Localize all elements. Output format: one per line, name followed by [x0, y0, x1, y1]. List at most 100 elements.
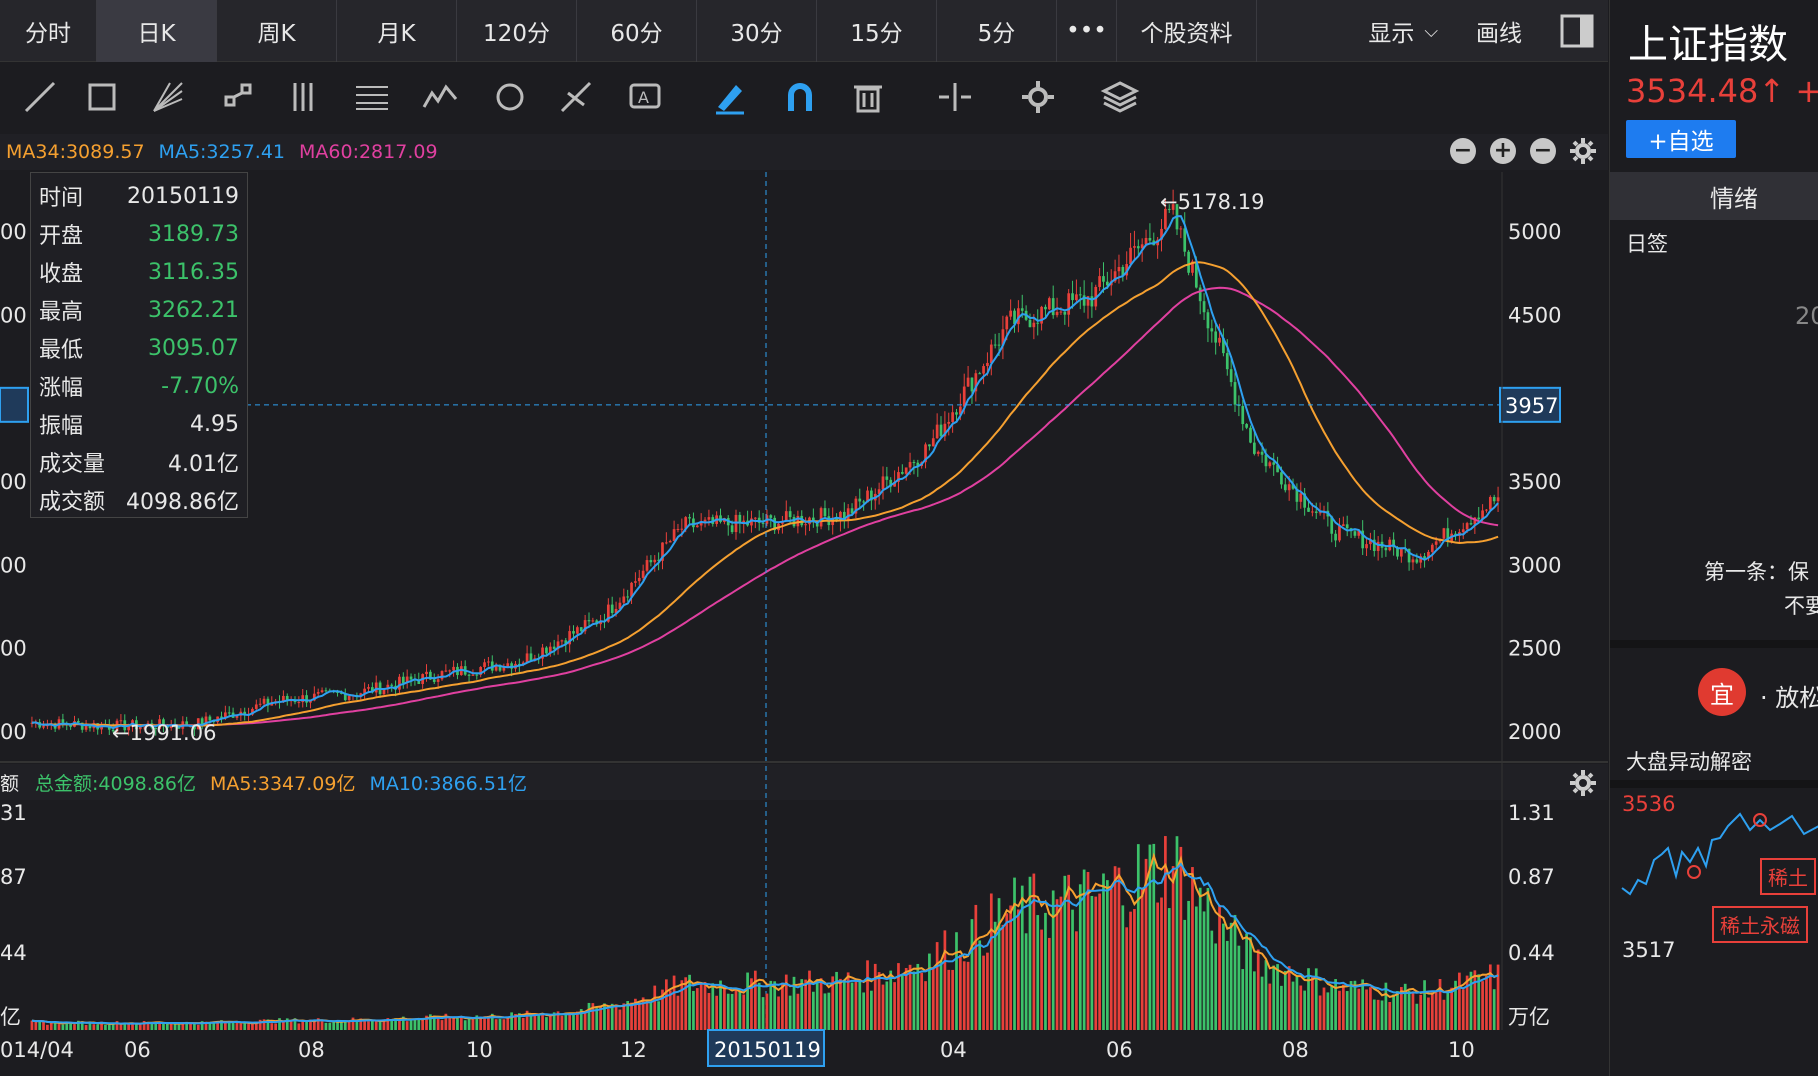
channel-tool-icon[interactable]	[218, 77, 258, 117]
candle-body	[761, 522, 765, 524]
text-tool-icon[interactable]: A	[625, 77, 665, 117]
zoom-out-icon[interactable]: −	[1450, 138, 1476, 164]
volume-bar	[947, 969, 951, 1030]
volume-bar	[498, 1018, 502, 1030]
volume-bar	[1283, 970, 1287, 1030]
candle-body	[1407, 548, 1411, 563]
volume-bar	[1396, 991, 1399, 1030]
volume-bar	[1280, 985, 1283, 1030]
candle-body	[200, 718, 204, 726]
volume-bar	[525, 1010, 529, 1030]
candle-body	[618, 602, 622, 609]
candle-body	[908, 462, 912, 468]
zoom-in-icon[interactable]: +	[1490, 138, 1516, 164]
volume-bar	[719, 980, 722, 1030]
volume-bar	[1160, 897, 1163, 1030]
candle-body	[483, 662, 486, 668]
rect-tool-icon[interactable]	[82, 77, 122, 117]
mini-price-low: 3517	[1622, 938, 1676, 962]
candle-body	[1206, 312, 1210, 329]
candle-body	[854, 498, 858, 514]
volume-bar	[1338, 990, 1341, 1030]
collapse-icon[interactable]: −	[1530, 138, 1556, 164]
display-menu[interactable]: 显示 ⌵	[1368, 14, 1438, 48]
line-tool-icon[interactable]	[20, 77, 60, 117]
tag-xitu[interactable]: 稀土	[1760, 858, 1816, 895]
tab-1[interactable]: 日K	[97, 0, 217, 62]
add-watchlist-button[interactable]: +自选	[1626, 120, 1736, 158]
candle-body	[1113, 271, 1117, 282]
candle-body	[1446, 528, 1450, 542]
gear-icon[interactable]	[1568, 136, 1598, 166]
tab-3[interactable]: 月K	[337, 0, 457, 62]
volume-bar	[1249, 937, 1252, 1030]
tab-2[interactable]: 周K	[217, 0, 337, 62]
candle-body	[993, 344, 997, 346]
candle-body	[1086, 296, 1090, 306]
volume-bar	[920, 972, 924, 1030]
pitchfork-tool-icon[interactable]	[556, 77, 596, 117]
width-icon[interactable]	[935, 77, 975, 117]
info-value: 4098.86亿	[126, 490, 239, 515]
volume-bar	[769, 980, 773, 1030]
volume-bar	[162, 1023, 165, 1030]
settings-icon[interactable]	[1018, 77, 1058, 117]
gann-tool-icon[interactable]	[285, 77, 325, 117]
tab-8[interactable]: 5分	[937, 0, 1057, 62]
volume-bar	[467, 1018, 471, 1030]
tab-5[interactable]: 60分	[577, 0, 697, 62]
volume-gear-icon[interactable]	[1568, 768, 1598, 798]
tab-9[interactable]: •••	[1057, 0, 1117, 62]
tab-7[interactable]: 15分	[817, 0, 937, 62]
volume-bar	[131, 1022, 134, 1030]
volume-bar	[401, 1016, 405, 1030]
volume-bar	[61, 1024, 65, 1030]
candle-body	[367, 687, 370, 689]
volume-bar	[305, 1021, 308, 1030]
tab-0[interactable]: 分时	[0, 0, 97, 62]
layers-icon[interactable]	[1100, 77, 1140, 117]
volume-bar	[382, 1019, 386, 1030]
daily-sign-label: 日签	[1626, 232, 1668, 256]
price-tick-label: 2500	[1508, 637, 1561, 661]
info-value: 3262.21	[148, 297, 239, 323]
wave-tool-icon[interactable]	[420, 77, 460, 117]
pen-tool-icon[interactable]	[710, 77, 750, 117]
candle-body	[1345, 524, 1349, 529]
trash-icon[interactable]	[848, 77, 888, 117]
volume-bar	[328, 1022, 332, 1030]
kline-chart[interactable]: 5000004500003957573500003000002500002000…	[0, 0, 1608, 1076]
volume-bar	[320, 1021, 324, 1030]
volume-tick-label: 万亿	[1508, 1005, 1550, 1029]
tab-4[interactable]: 120分	[457, 0, 577, 62]
tab-sentiment[interactable]: 情绪	[1610, 172, 1818, 220]
volume-bar	[634, 998, 637, 1030]
fan-tool-icon[interactable]	[148, 77, 188, 117]
info-key: 时间	[39, 186, 84, 211]
candle-body	[525, 653, 529, 663]
candle-body	[1400, 548, 1403, 557]
divider	[1610, 640, 1818, 648]
volume-bar	[583, 1011, 587, 1030]
draw-line-button[interactable]: 画线	[1476, 14, 1522, 48]
fib-tool-icon[interactable]	[352, 77, 392, 117]
candle-body	[1078, 294, 1082, 296]
volume-bar	[1465, 975, 1469, 1030]
candle-body	[1268, 462, 1272, 467]
candle-body	[564, 640, 568, 645]
volume-bar	[53, 1021, 57, 1030]
tab-6[interactable]: 30分	[697, 0, 817, 62]
cycle-tool-icon[interactable]	[490, 77, 530, 117]
volume-bar	[1198, 887, 1202, 1030]
volume-bar	[1214, 943, 1218, 1030]
volume-bar	[227, 1021, 231, 1030]
volume-bar	[316, 1018, 320, 1030]
volume-bar	[1222, 923, 1225, 1030]
tab-10[interactable]: 个股资料	[1117, 0, 1257, 62]
left-tick-label: 00	[0, 720, 27, 744]
tag-xitu-yongci[interactable]: 稀土永磁	[1712, 906, 1808, 943]
volume-bar	[115, 1021, 119, 1030]
candle-body	[1187, 251, 1190, 273]
magnet-icon[interactable]	[780, 77, 820, 117]
panel-toggle-icon[interactable]	[1560, 14, 1594, 48]
